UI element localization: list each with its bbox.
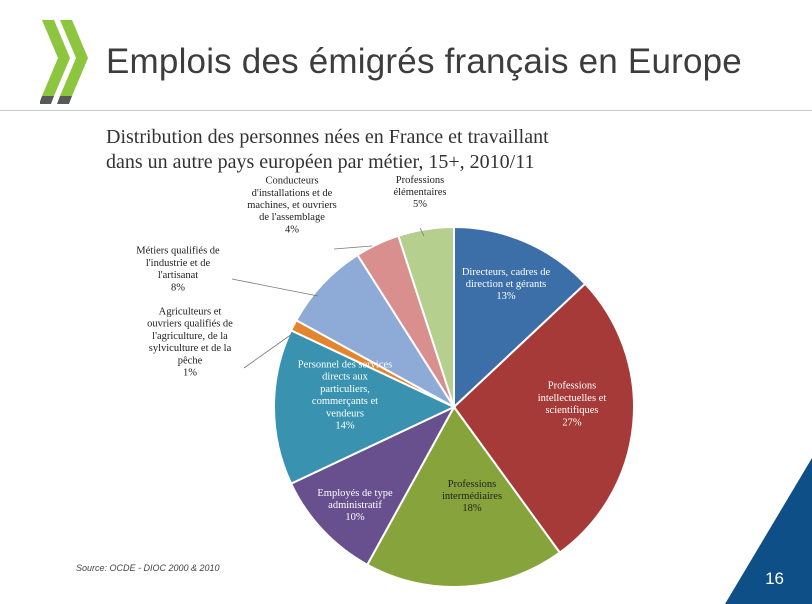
pie-slice-1 [453,225,587,410]
slice-label-line: direction et gérants [466,279,546,290]
slice-label-6: Agriculteurs et ouvriers qualifiés de l'ag… [147,307,233,379]
slice-label-line: scientifiques [545,405,598,416]
slice-label-line: commerçants et [312,396,378,407]
source-note: Source: OCDE - DIOC 2000 & 2010 [76,563,220,573]
slice-label-line: pêche [178,355,203,366]
slice-value-label: 8% [171,282,185,293]
slice-value-label: 1% [183,368,197,379]
slice-value-label: 10% [345,512,365,523]
slice-label-line: machines, et ouvriers [247,200,337,211]
slice-label-line: sylviculture et de la [149,343,232,354]
slice-label-7: Métiers qualifiés de l'industrie et de l'a… [136,246,220,294]
slice-label-line: Professions [396,175,444,186]
pie-slice-3 [365,405,562,588]
slice-label-line: Professions [548,381,596,392]
slice-label-line: l'artisanat [158,270,198,281]
slice-label-line: d'installations et de [252,188,333,199]
slice-label-line: intermédiaires [442,491,502,502]
slice-label-line: ouvriers qualifiés de [147,319,233,330]
leader-line-8 [333,245,373,250]
slice-label-line: élémentaires [393,187,446,198]
leader-line-6 [243,333,293,369]
chart-title-line-2: dans un autre pays européen par métier, … [106,151,535,173]
slice-label-line: Métiers qualifiés de [136,246,220,257]
slice-label-line: l'industrie et de [146,258,211,269]
chart-title: Distribution des personnes nées en Franc… [106,125,666,175]
oecd-chevrons-logo-icon [40,20,88,104]
slice-label-line: Personnel des services [298,360,392,371]
slice-value-label: 4% [285,224,299,235]
slice-label-3: Professions intermédiaires 18% [442,479,502,514]
pie-slice-5 [273,329,457,485]
chart-title-line-1: Distribution des personnes nées en Franc… [106,126,549,148]
slice-label-2: Professions intellectuelles et scientifiqu… [538,381,607,429]
pie-slice-2 [452,282,635,555]
slice-label-4: Employés de type administratif 10% [317,488,393,523]
pie-slice-7 [294,253,455,408]
slice-label-line: Professions [448,479,496,490]
pie-slice-9 [397,225,455,408]
slice-label-line: directs aux [322,372,369,383]
slice-value-label: 5% [413,199,427,210]
page-number: 16 [765,569,784,588]
pie-slice-4 [289,404,457,567]
slice-value-label: 18% [462,503,482,514]
slide-title: Emplois des émigrés français en Europe [106,42,742,81]
slice-label-line: l'agriculture, de la [152,331,228,342]
leader-line-9 [419,227,425,237]
slice-label-line: intellectuelles et [538,393,607,404]
slice-label-9: Professions élémentaires 5% [393,175,446,210]
slice-label-5: Personnel des services directs aux particu… [298,360,392,432]
slice-label-line: Agriculteurs et [159,307,222,318]
slice-label-line: de l'assemblage [259,212,325,223]
slice-value-label: 27% [562,417,582,428]
leader-line-7 [231,278,319,297]
slice-label-1: Directeurs, cadres de direction et gérant… [462,267,551,302]
slice-label-8: Conducteurs d'installations et de machines… [247,176,337,236]
title-divider [0,110,812,111]
slice-label-line: Conducteurs [265,176,318,187]
slice-value-label: 13% [496,291,516,302]
slice-label-line: administratif [328,500,382,511]
slice-value-label: 14% [335,421,355,432]
slice-label-line: particuliers, [320,384,370,395]
slice-label-line: vendeurs [326,408,364,419]
slice-label-line: Employés de type [317,488,393,499]
slice-label-line: Directeurs, cadres de [462,267,551,278]
